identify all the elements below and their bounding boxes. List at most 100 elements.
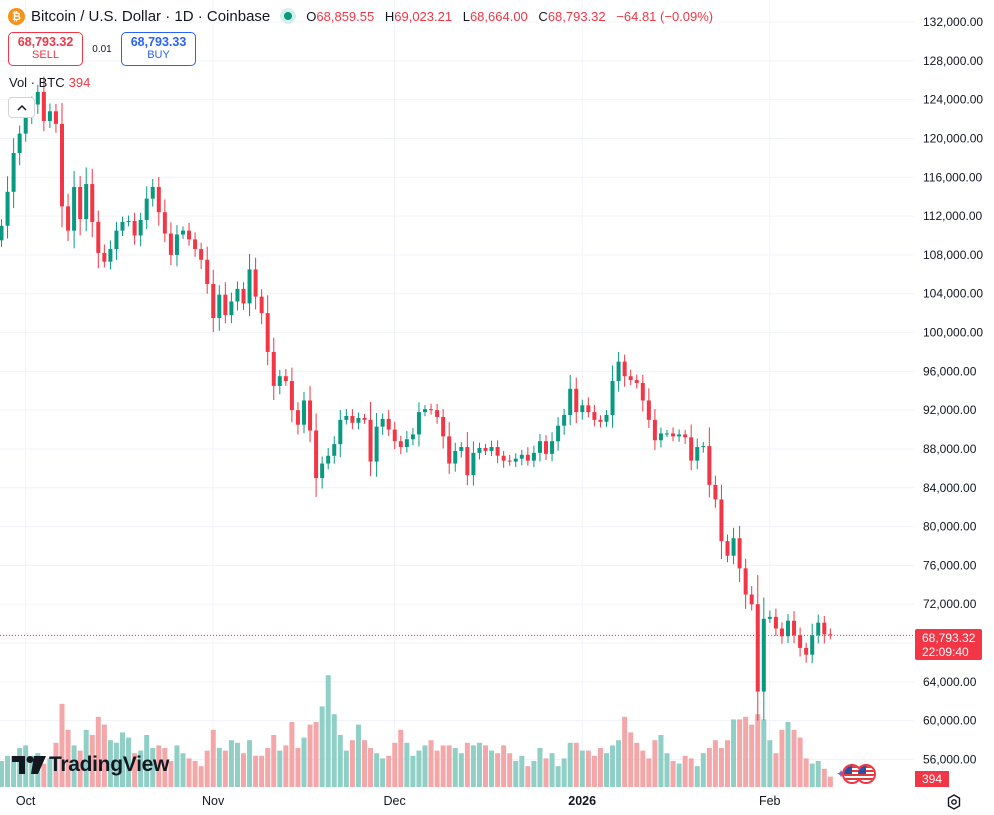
candle-down [41,91,46,121]
candle-down [441,416,446,437]
volume-bar [107,740,113,787]
candle-up [344,415,349,420]
volume-bar [579,750,585,787]
candle-down [199,249,204,260]
price-tick-label: 88,000.00 [923,442,977,456]
candle-up [416,412,421,435]
volume-bar [755,714,761,787]
volume-bar [307,724,313,787]
candle-up [235,288,240,302]
volume-bar [513,761,519,787]
volume-bar [216,748,222,787]
candle-up [477,448,482,453]
candle-down [429,409,434,411]
candle-down [640,382,645,401]
volume-bar [694,766,700,787]
sell-button[interactable]: 68,793.32 SELL [8,32,83,66]
candle-up [35,91,40,105]
time-tick-label: Oct [16,794,36,808]
tradingview-wordmark: TradingView [49,753,170,776]
low-label: L [462,8,470,24]
candle-down [283,376,288,382]
volume-bar [41,763,47,787]
market-status-icon[interactable] [280,8,297,24]
close-value: 68,793.32 [547,8,606,24]
volume-bar [555,766,561,787]
candle-up [453,450,458,464]
candle-up [174,234,179,255]
candle-down [66,206,71,231]
price-tick-label: 80,000.00 [923,520,977,534]
volume-bar [349,740,355,787]
candle-up [695,447,700,461]
candle-up [550,441,555,454]
volume-bar [428,740,434,787]
volume-bar [495,753,501,787]
candle-down [265,313,270,352]
candle-down [132,220,137,236]
volume-bar [809,763,815,787]
volume-bar [259,755,265,787]
symbol-title[interactable]: Bitcoin / U.S. Dollar · 1D · Coinbase [31,7,271,25]
candle-up [47,111,52,121]
volume-bar [664,753,670,787]
tradingview-branding[interactable]: TradingView [12,753,169,777]
events-markers[interactable]: ✦ [836,764,877,784]
volume-bar [95,716,101,787]
price-tick-label: 112,000.00 [923,209,982,223]
candle-up [761,618,766,692]
volume-bar [773,753,779,787]
candle-up [816,622,821,636]
candle-up [72,186,77,231]
price-tick-label: 128,000.00 [923,54,983,68]
candle-up [126,220,131,222]
candle-up [374,426,379,462]
collapse-legend-button[interactable] [8,97,35,118]
candle-up [471,452,476,476]
volume-bar [228,740,234,787]
volume-bar [815,761,821,787]
volume-bar [791,729,797,787]
candle-up [767,616,772,619]
candle-down [295,410,300,425]
candle-up [677,434,682,437]
candle-up [108,249,113,262]
candle-down [622,361,627,377]
candle-down [60,123,64,207]
volume-bar [343,750,349,787]
candle-up [11,153,16,192]
candle-down [253,269,258,297]
candle-up [181,230,185,235]
volume-legend[interactable]: Vol · BTC 394 [9,75,90,90]
candle-up [0,225,4,241]
settings-icon[interactable] [946,794,962,810]
price-tick-label: 100,000.00 [923,326,983,340]
candle-down [798,635,803,648]
candle-up [658,433,663,441]
volume-bar [113,742,119,787]
volume-bar [210,729,216,787]
candle-down [634,380,639,383]
volume-bar [295,748,301,787]
volume-bar [628,732,634,787]
sparkle-icon[interactable]: ✦ [836,767,847,781]
volume-bar [156,745,162,787]
candle-down [743,568,748,595]
candle-up [277,376,282,386]
buy-button[interactable]: 68,793.33 BUY [121,32,196,66]
volume-bar [434,750,440,787]
candle-up [332,444,337,456]
candle-up [604,415,609,422]
time-axis[interactable]: Oct Nov Dec 2026 Feb [16,794,781,808]
volume-bar [234,742,240,787]
us-flag-icon[interactable] [856,764,877,784]
volume-bar [821,768,827,787]
candle-down [755,604,760,692]
volume-bar [319,706,325,787]
volume-bar [573,742,579,787]
candle-up [247,269,252,304]
open-label: O [306,8,317,24]
volume-bar [253,755,259,787]
volume-bar [186,758,192,787]
